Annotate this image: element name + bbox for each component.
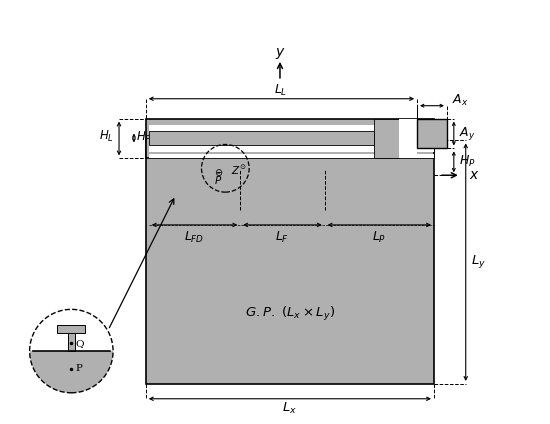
- Text: $G.P.\ (L_x \times L_y)$: $G.P.\ (L_x \times L_y)$: [245, 305, 335, 324]
- Text: $H_L$: $H_L$: [99, 129, 114, 144]
- Text: $L_y$: $L_y$: [471, 253, 486, 270]
- Text: $y$: $y$: [274, 45, 285, 61]
- Bar: [149, 154, 434, 158]
- Text: Q: Q: [75, 339, 84, 348]
- Wedge shape: [30, 351, 113, 393]
- Text: $\tilde{P}$: $\tilde{P}$: [214, 172, 223, 187]
- Text: $L_x$: $L_x$: [283, 401, 298, 416]
- Text: $A_x$: $A_x$: [452, 93, 468, 108]
- Text: $\ominus$: $\ominus$: [214, 167, 223, 178]
- Text: $L_L$: $L_L$: [274, 83, 288, 98]
- Circle shape: [30, 310, 113, 393]
- Text: $Z^{\odot}$: $Z^{\odot}$: [232, 164, 247, 177]
- Text: $A_y$: $A_y$: [459, 125, 475, 142]
- Text: $x$: $x$: [469, 168, 480, 182]
- Text: $L_F$: $L_F$: [275, 230, 289, 245]
- Bar: [149, 125, 434, 152]
- Bar: [417, 119, 447, 148]
- Bar: [149, 131, 375, 145]
- Text: $H_F$: $H_F$: [136, 130, 152, 145]
- Bar: [146, 140, 434, 384]
- Text: $H_P$: $H_P$: [459, 154, 475, 169]
- Bar: [146, 119, 434, 158]
- Text: $w$: $w$: [408, 131, 420, 144]
- Bar: [68, 333, 75, 351]
- Bar: [375, 119, 399, 158]
- Bar: [57, 325, 85, 333]
- Text: $L_P$: $L_P$: [372, 230, 387, 245]
- Text: $L_{FD}$: $L_{FD}$: [184, 230, 205, 245]
- Bar: [399, 119, 417, 158]
- Text: P: P: [75, 365, 82, 374]
